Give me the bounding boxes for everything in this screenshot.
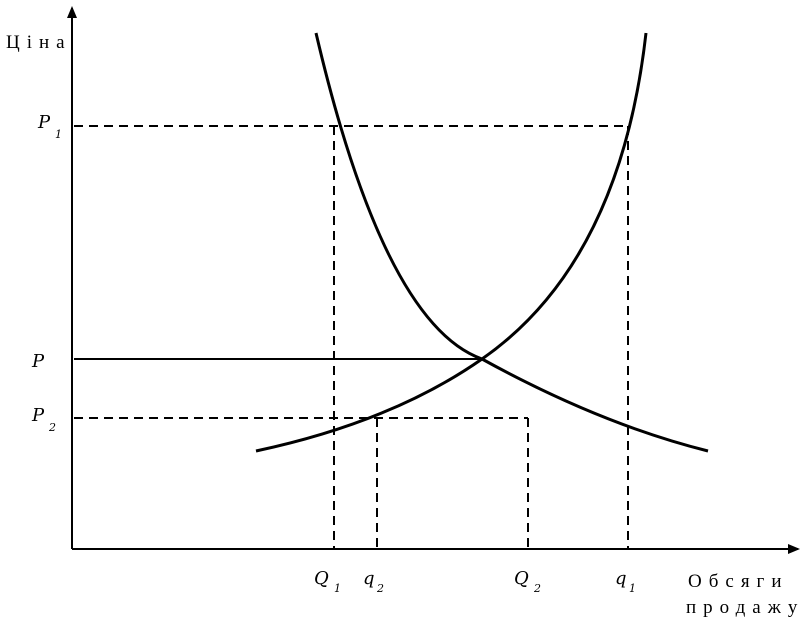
demand-curve <box>314 32 709 453</box>
supply-curve <box>255 32 648 453</box>
q1-label: q <box>615 568 627 589</box>
Q1-label: Q <box>314 568 329 589</box>
p1-label: P <box>37 112 51 133</box>
y-axis-title: Ціна <box>6 32 72 53</box>
Q1-subscript: 1 <box>334 582 341 595</box>
Q2-subscript: 2 <box>533 582 541 595</box>
q2-subscript: 2 <box>376 582 384 595</box>
p-label: P <box>31 351 45 372</box>
p2-label: P <box>31 405 45 426</box>
Q2-label: Q <box>514 568 529 589</box>
q1-subscript: 1 <box>629 582 636 595</box>
p2-subscript: 2 <box>48 421 56 434</box>
x-axis-title-line1: Обсяги <box>688 571 789 592</box>
x-axis-title-line2: продажу <box>686 597 804 618</box>
q2-label: q <box>363 568 375 589</box>
p1-subscript: 1 <box>55 128 62 141</box>
